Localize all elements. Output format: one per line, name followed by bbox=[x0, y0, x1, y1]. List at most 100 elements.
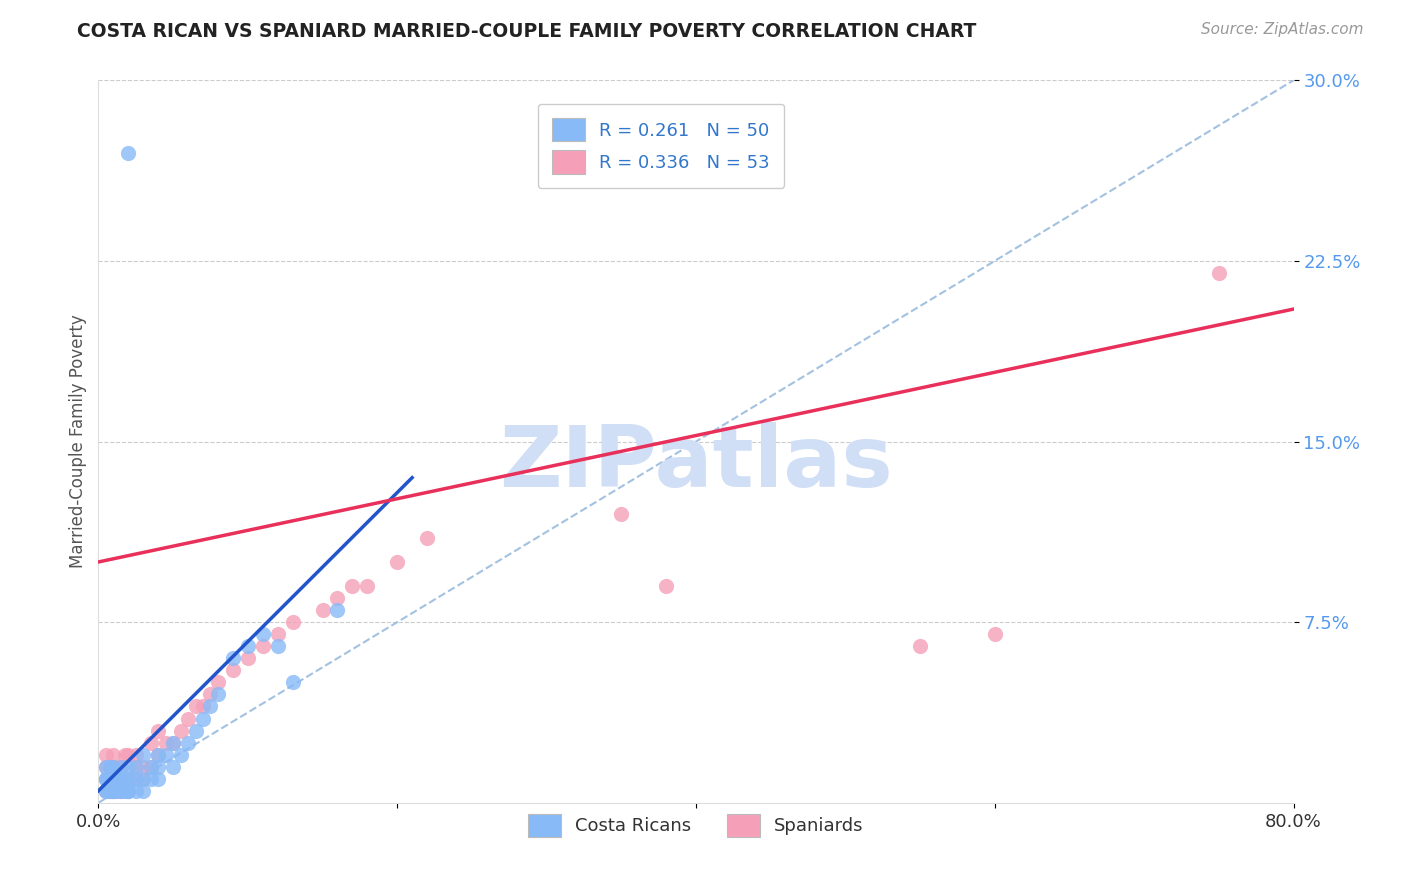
Point bbox=[125, 760, 148, 774]
Point bbox=[94, 772, 117, 786]
Point bbox=[125, 747, 148, 762]
Point bbox=[908, 639, 931, 653]
Point bbox=[114, 747, 136, 762]
Point bbox=[105, 784, 128, 798]
Point bbox=[98, 784, 122, 798]
Point bbox=[311, 603, 333, 617]
Point bbox=[103, 784, 125, 798]
Point bbox=[125, 772, 148, 786]
Point bbox=[94, 784, 117, 798]
Point bbox=[155, 735, 177, 749]
Point bbox=[117, 784, 139, 798]
Point bbox=[139, 772, 162, 786]
Point bbox=[110, 760, 132, 774]
Point bbox=[207, 687, 229, 701]
Point bbox=[110, 772, 132, 786]
Point bbox=[103, 784, 125, 798]
Point bbox=[162, 760, 184, 774]
Point bbox=[94, 760, 117, 774]
Point bbox=[207, 675, 229, 690]
Point bbox=[105, 760, 128, 774]
Point bbox=[385, 555, 409, 569]
Point bbox=[281, 615, 304, 630]
Point bbox=[94, 760, 117, 774]
Point bbox=[342, 579, 364, 593]
Point bbox=[236, 639, 259, 653]
Point bbox=[200, 699, 222, 714]
Point bbox=[162, 735, 184, 749]
Point bbox=[103, 760, 125, 774]
Point bbox=[148, 747, 170, 762]
Point bbox=[416, 531, 439, 545]
Point bbox=[114, 772, 136, 786]
Point bbox=[132, 772, 155, 786]
Point bbox=[94, 784, 117, 798]
Point bbox=[105, 784, 128, 798]
Point bbox=[94, 772, 117, 786]
Point bbox=[139, 735, 162, 749]
Text: Source: ZipAtlas.com: Source: ZipAtlas.com bbox=[1201, 22, 1364, 37]
Point bbox=[169, 747, 191, 762]
Point bbox=[177, 712, 200, 726]
Point bbox=[155, 747, 177, 762]
Point bbox=[110, 760, 132, 774]
Point bbox=[222, 651, 245, 665]
Point bbox=[1208, 266, 1230, 280]
Point bbox=[162, 735, 184, 749]
Text: ZIPatlas: ZIPatlas bbox=[499, 422, 893, 505]
Point bbox=[114, 772, 136, 786]
Point bbox=[98, 784, 122, 798]
Point bbox=[103, 760, 125, 774]
Point bbox=[110, 784, 132, 798]
Point bbox=[117, 772, 139, 786]
Point bbox=[356, 579, 378, 593]
Point bbox=[117, 772, 139, 786]
Point bbox=[139, 760, 162, 774]
Point bbox=[98, 772, 122, 786]
Point bbox=[105, 772, 128, 786]
Point bbox=[236, 651, 259, 665]
Point bbox=[103, 784, 125, 798]
Point bbox=[110, 784, 132, 798]
Point bbox=[191, 712, 214, 726]
Point bbox=[184, 699, 207, 714]
Point bbox=[132, 747, 155, 762]
Point bbox=[326, 603, 349, 617]
Point bbox=[94, 784, 117, 798]
Point bbox=[252, 627, 274, 641]
Point bbox=[98, 772, 122, 786]
Point bbox=[191, 699, 214, 714]
Point bbox=[125, 772, 148, 786]
Point bbox=[984, 627, 1007, 641]
Point bbox=[117, 784, 139, 798]
Point bbox=[94, 772, 117, 786]
Point bbox=[98, 760, 122, 774]
Point bbox=[132, 760, 155, 774]
Point bbox=[169, 723, 191, 738]
Point bbox=[610, 507, 633, 521]
Point bbox=[267, 627, 290, 641]
Point bbox=[132, 772, 155, 786]
Point bbox=[103, 747, 125, 762]
Point bbox=[177, 735, 200, 749]
Point bbox=[655, 579, 678, 593]
Point bbox=[252, 639, 274, 653]
Point bbox=[132, 784, 155, 798]
Point bbox=[103, 772, 125, 786]
Point bbox=[94, 747, 117, 762]
Point bbox=[125, 760, 148, 774]
Legend: Costa Ricans, Spaniards: Costa Ricans, Spaniards bbox=[513, 799, 879, 852]
Point bbox=[117, 760, 139, 774]
Point bbox=[326, 591, 349, 605]
Text: COSTA RICAN VS SPANIARD MARRIED-COUPLE FAMILY POVERTY CORRELATION CHART: COSTA RICAN VS SPANIARD MARRIED-COUPLE F… bbox=[77, 22, 977, 41]
Point bbox=[117, 747, 139, 762]
Point bbox=[148, 747, 170, 762]
Point bbox=[148, 760, 170, 774]
Point bbox=[267, 639, 290, 653]
Point bbox=[222, 664, 245, 678]
Point bbox=[114, 784, 136, 798]
Point bbox=[117, 145, 139, 160]
Point bbox=[139, 760, 162, 774]
Y-axis label: Married-Couple Family Poverty: Married-Couple Family Poverty bbox=[69, 315, 87, 568]
Point bbox=[103, 772, 125, 786]
